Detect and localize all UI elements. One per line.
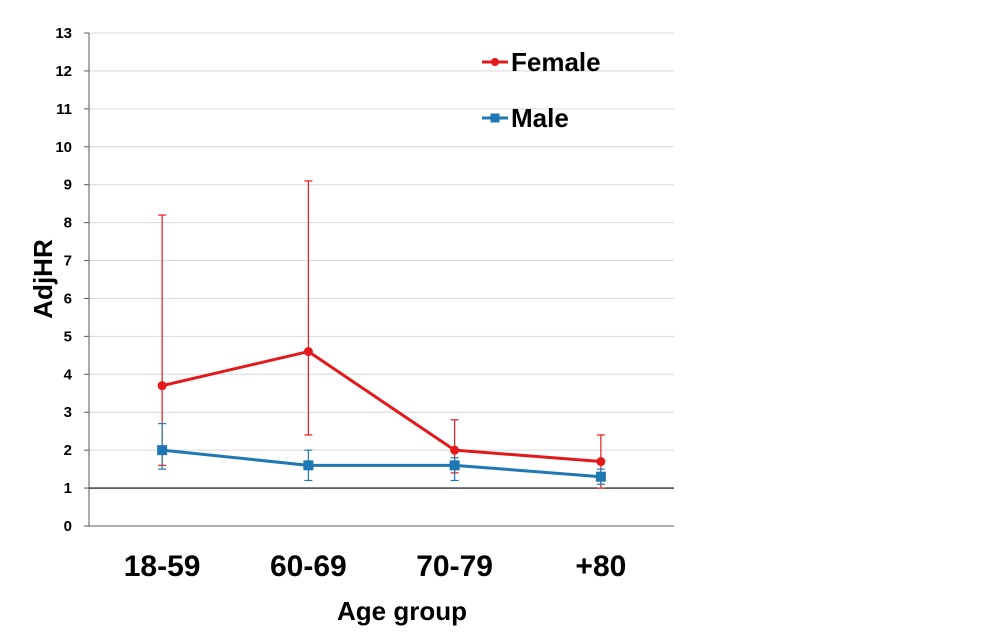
grid-lines xyxy=(89,32,674,489)
y-tick-label-11: 11 xyxy=(56,101,72,118)
y-tick-label-2: 2 xyxy=(64,442,72,459)
female-point-18-59 xyxy=(157,381,167,391)
legend-item-male: Male xyxy=(482,103,569,133)
legend-item-female: Female xyxy=(482,47,601,77)
data-points xyxy=(157,347,606,482)
x-tick-label-70-79: 70-79 xyxy=(416,550,493,583)
male-point-+80 xyxy=(595,471,606,482)
male-point-18-59 xyxy=(157,445,168,456)
legend-marker xyxy=(491,58,499,66)
legend-marker xyxy=(490,113,500,123)
error-bars xyxy=(158,180,605,489)
y-tick-label-13: 13 xyxy=(55,25,72,42)
y-tick-label-8: 8 xyxy=(64,215,72,232)
y-tick-label-3: 3 xyxy=(64,404,72,421)
female-point-+80 xyxy=(596,457,606,467)
female-series-line xyxy=(161,350,601,464)
series-lines xyxy=(161,350,601,479)
female-point-70-79 xyxy=(450,445,460,455)
y-tick-label-4: 4 xyxy=(64,366,73,383)
female-point-60-69 xyxy=(303,347,313,357)
legend: Female Male xyxy=(482,47,601,133)
x-tick-label-60-69: 60-69 xyxy=(270,550,347,583)
x-tick-labels: 18-59 60-69 70-79 +80 xyxy=(124,550,627,583)
y-tick-label-9: 9 xyxy=(64,177,72,194)
y-tick-label-7: 7 xyxy=(64,253,72,270)
female-error-bar-60-69 xyxy=(304,180,313,436)
male-series-line xyxy=(161,448,601,479)
legend-label-female: Female xyxy=(511,47,601,77)
y-tick-label-10: 10 xyxy=(55,139,72,156)
male-point-70-79 xyxy=(449,460,460,471)
y-tick-label-0: 0 xyxy=(64,518,72,535)
y-tick-label-12: 12 xyxy=(55,63,72,80)
male-point-60-69 xyxy=(303,460,314,471)
y-tick-label-1: 1 xyxy=(64,480,72,497)
x-tick-label-18-59: 18-59 xyxy=(124,550,201,583)
y-axis-title: AdjHR xyxy=(28,239,58,319)
axes xyxy=(84,32,674,527)
x-tick-label-+80: +80 xyxy=(575,550,626,583)
y-tick-label-6: 6 xyxy=(64,290,72,307)
x-axis-title: Age group xyxy=(337,596,467,626)
y-tick-label-5: 5 xyxy=(64,328,72,345)
legend-label-male: Male xyxy=(511,103,569,133)
